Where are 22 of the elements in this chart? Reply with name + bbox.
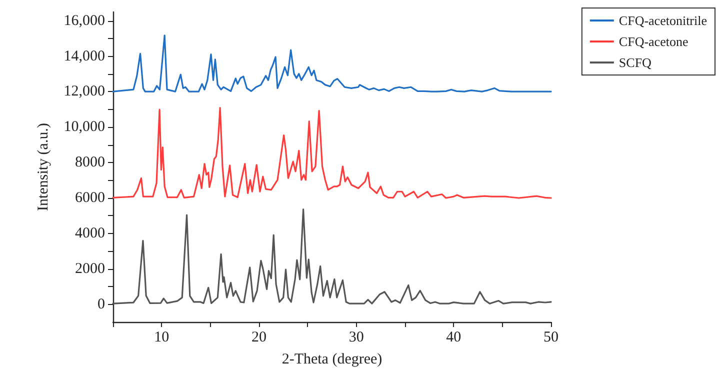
y-tick-label: 14,000 [64, 48, 105, 64]
y-tick-label: 8000 [75, 154, 105, 171]
y-tick-label: 10,000 [64, 119, 105, 136]
y-tick-label: 4000 [75, 225, 105, 242]
line-series [112, 107, 552, 199]
legend-label: CFQ-acetonitrile [618, 13, 708, 28]
x-tick-label: 20 [252, 330, 266, 346]
y-tick-label: 12,000 [64, 84, 105, 100]
x-axis-title: 2-Theta (degree) [282, 352, 382, 368]
line-series [112, 208, 552, 304]
x-tick-label: 10 [154, 330, 170, 346]
legend-label: SCFQ [618, 55, 652, 70]
x-tick-label: 30 [348, 330, 364, 346]
x-tick-label: 40 [446, 330, 462, 346]
legend-label: CFQ-acetone [618, 34, 688, 49]
y-axis-title: Intensity (a.u.) [36, 123, 52, 211]
y-tick-label: 16,000 [64, 12, 105, 29]
y-tick-label: 6000 [75, 190, 105, 206]
x-tick-label: 50 [544, 330, 558, 346]
line-series [112, 34, 552, 92]
y-tick-label: 2000 [75, 260, 105, 277]
y-tick-label: 0 [98, 296, 105, 312]
